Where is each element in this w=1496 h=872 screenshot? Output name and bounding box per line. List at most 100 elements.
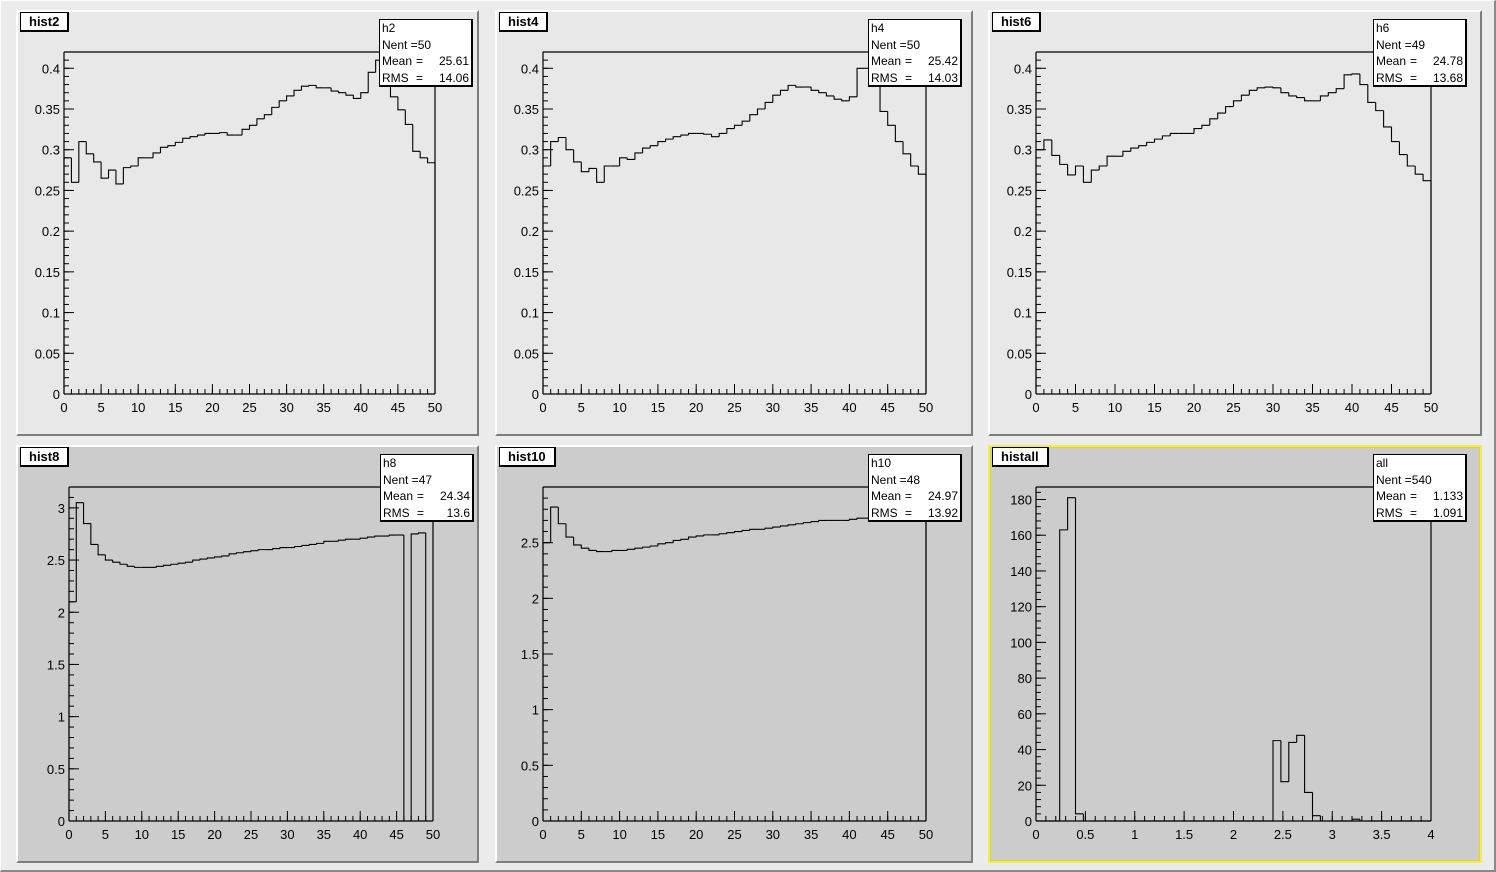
x-tick-label: 15 [1147, 400, 1161, 415]
histogram-bin [1106, 155, 1115, 166]
histogram-bin [167, 145, 176, 148]
histogram-bin [665, 542, 674, 544]
histogram-bin [1059, 529, 1068, 821]
histogram-bin [611, 549, 620, 552]
stats-mean-value: 1.133 [1432, 489, 1463, 503]
histogram-bin [1359, 73, 1368, 86]
histogram-bin [1051, 139, 1060, 156]
histogram-bin [848, 518, 858, 521]
histogram-bin [1414, 166, 1424, 175]
x-tick-label: 20 [1187, 400, 1201, 415]
pad-hist8[interactable]: 0 5 10 15 20 25 30 35 40 45 50 0 0.5 1 1.5 2 2.5 3 hist8 … [16, 445, 479, 863]
y-tick-label: 0 [1025, 387, 1032, 402]
pad-hist2[interactable]: 0 5 10 15 20 25 30 35 40 45 50 0 0.05 0.1 0.15 0.2 0.25 0… [16, 10, 479, 436]
histogram-bin [294, 545, 302, 548]
histogram-bin [345, 92, 354, 96]
histogram-bin [718, 132, 727, 137]
histogram-bin [1059, 155, 1068, 165]
x-tick-label: 20 [689, 400, 703, 415]
y-tick-label: 0.4 [521, 61, 539, 76]
x-tick-label: 0 [65, 827, 72, 842]
x-tick-label: 5 [578, 400, 585, 415]
frame-border [543, 51, 927, 394]
pad-hist6[interactable]: 0 5 10 15 20 25 30 35 40 45 50 0 0.05 0.1 0.15 0.2 0.25 0… [988, 10, 1482, 436]
histogram-bin [733, 530, 743, 533]
x-tick-label: 5 [1072, 400, 1079, 415]
stats-box[interactable]: h8 Nent = 47 Mean = 24.34 RMS = 13.6 [380, 454, 474, 522]
histogram-bin [802, 522, 812, 524]
histogram-bin [710, 134, 720, 138]
stats-box[interactable]: h4 Nent = 50 Mean = 25.42 RMS = 14.03 [868, 19, 962, 87]
histogram-bin [772, 94, 781, 103]
histogram-bin [419, 151, 428, 159]
stats-mean-row: Mean = 24.78 [1376, 54, 1463, 68]
pad-title[interactable]: hist6 [992, 12, 1042, 32]
y-tick-label: 0.5 [47, 762, 65, 777]
histogram-bin [542, 542, 551, 821]
pad-hist10[interactable]: 0 5 10 15 20 25 30 35 40 45 50 0 0.5 1 1.5 2 2.5 hist10 … [495, 445, 973, 863]
stats-box[interactable]: h2 Nent = 50 Mean = 25.61 RMS = 14.06 [379, 19, 473, 87]
y-tick-label: 0 [532, 814, 539, 829]
y-tick-label: 0.2 [1014, 224, 1032, 239]
x-tick-label: 0 [539, 400, 546, 415]
x-tick-label: 30 [280, 827, 294, 842]
histogram-bin [366, 536, 375, 539]
stats-box[interactable]: h10 Nent = 48 Mean = 24.97 RMS = 13.92 [868, 454, 962, 522]
x-tick-label: 2 [1230, 827, 1237, 842]
pad-title[interactable]: hist10 [499, 447, 556, 467]
stats-rms-row: RMS = 13.6 [383, 505, 470, 520]
stats-box[interactable]: all Nent = 540 Mean = 1.133 RMS = 1.091 [1373, 454, 1467, 522]
histogram-bin [397, 96, 406, 111]
histogram-bin [749, 528, 758, 531]
pad-hist4[interactable]: 0 5 10 15 20 25 30 35 40 45 50 0 0.05 0.1 0.15 0.2 0.25 0… [495, 10, 973, 436]
histogram-bin [1090, 169, 1100, 183]
histogram-bin [1264, 86, 1273, 88]
histogram-bin [672, 136, 681, 140]
histogram-bin [1319, 95, 1329, 101]
histogram-bin [917, 166, 926, 175]
stats-nent-value: 47 [418, 472, 433, 487]
x-tick-label: 25 [244, 827, 258, 842]
pad-title[interactable]: hist2 [20, 12, 70, 32]
histogram-bin [703, 534, 712, 536]
stats-box[interactable]: h6 Nent = 49 Mean = 24.78 RMS = 13.68 [1373, 19, 1467, 87]
y-tick-label: 2.5 [521, 536, 539, 551]
x-tick-label: 25 [727, 400, 741, 415]
histogram-bin [856, 67, 865, 97]
stats-mean-row: Mean = 25.42 [871, 54, 958, 68]
pad-title[interactable]: hist8 [20, 447, 70, 467]
x-tick-label: 15 [651, 827, 665, 842]
histogram-bin [228, 553, 237, 556]
histogram-bin [360, 92, 369, 99]
y-tick-label: 0.05 [514, 346, 539, 361]
histogram-bin [427, 157, 435, 164]
stats-nent-value: 49 [1411, 37, 1426, 52]
y-tick-label: 180 [1010, 493, 1032, 508]
histogram-bin [403, 535, 412, 822]
histogram-bin [1067, 164, 1076, 176]
x-tick-label: 5 [102, 827, 109, 842]
histogram-bin [1335, 88, 1345, 93]
histogram-bin [323, 540, 332, 544]
x-tick-label: 20 [207, 827, 221, 842]
pad-title[interactable]: histall [992, 447, 1049, 467]
histogram-bin [204, 132, 213, 136]
stats-name: h2 [382, 21, 396, 35]
x-tick-label: 25 [727, 827, 741, 842]
x-tick-label: 50 [919, 827, 933, 842]
histogram-bin [359, 537, 368, 540]
y-tick-label: 160 [1010, 528, 1032, 543]
pad-histall[interactable]: 0 0.5 1 1.5 2 2.5 3 3.5 4 0 20 40 60 80 100 120 140 160 18… [988, 445, 1482, 863]
y-tick-label: 60 [1018, 707, 1032, 722]
histogram-bin [192, 559, 201, 563]
histogram-bin [367, 71, 376, 93]
histogram-bin [130, 165, 139, 168]
y-tick-label: 0.25 [35, 183, 60, 198]
x-tick-label: 10 [612, 400, 626, 415]
histogram-bin [1406, 154, 1416, 167]
y-tick-label: 0.15 [514, 265, 539, 280]
stats-nent-row: Nent = 50 [871, 37, 921, 52]
histogram-bin [241, 128, 250, 136]
pad-title[interactable]: hist4 [499, 12, 549, 32]
y-tick-label: 0.5 [521, 758, 539, 773]
